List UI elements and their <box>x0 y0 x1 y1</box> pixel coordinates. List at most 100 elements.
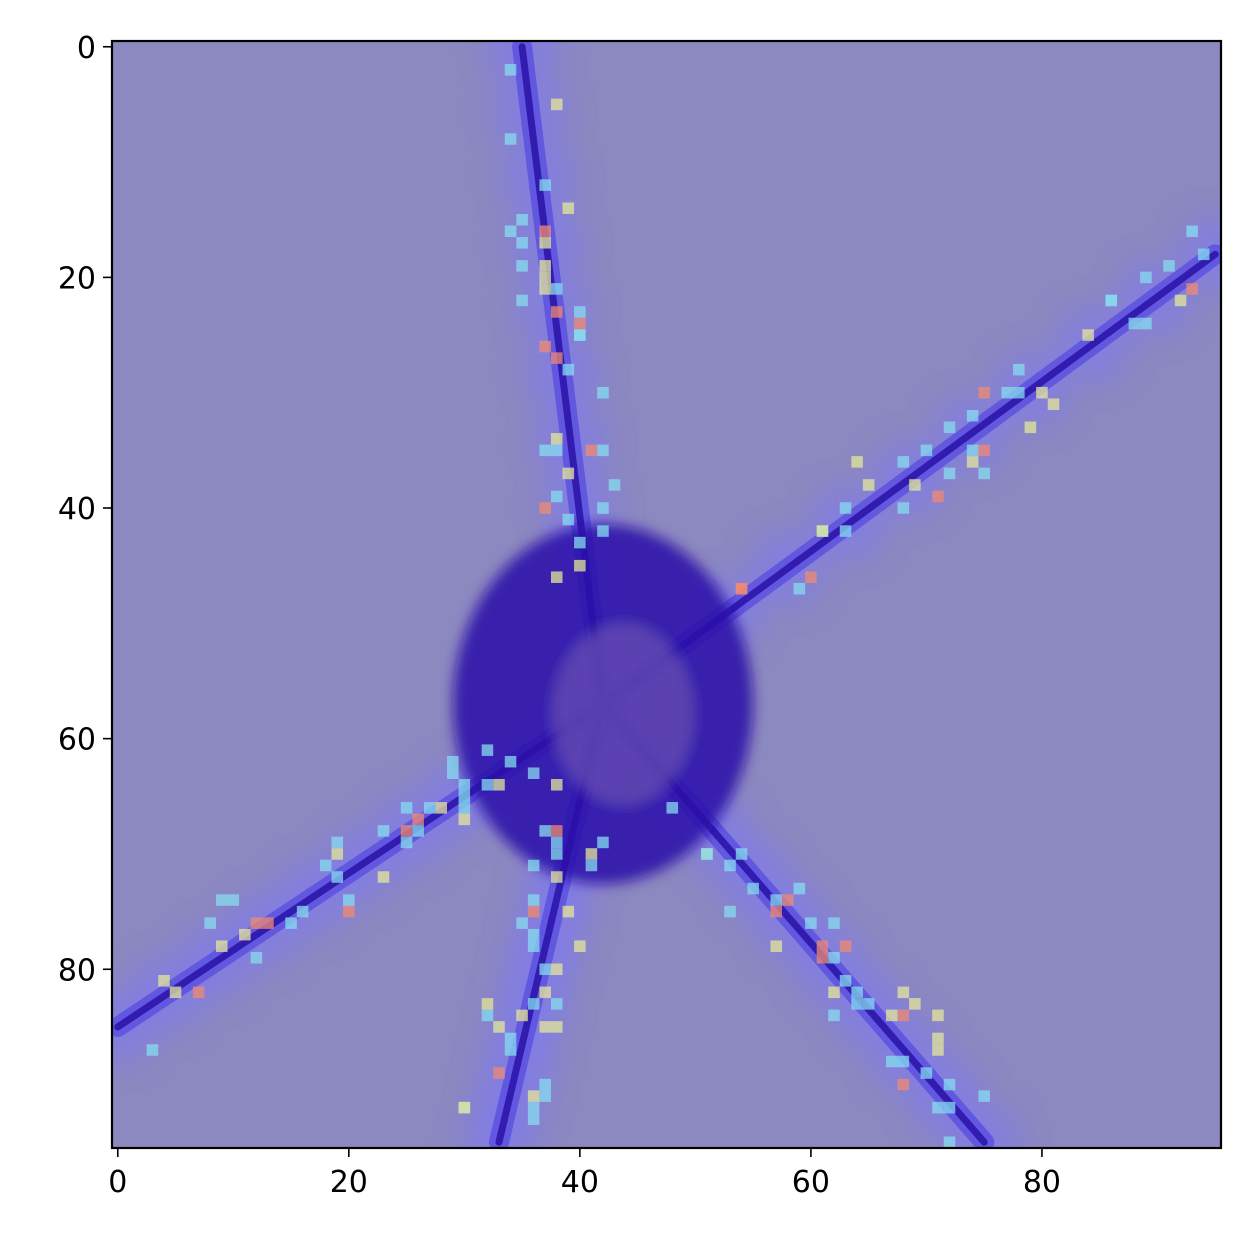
heatmap-pixel <box>343 905 355 918</box>
heatmap-pixel <box>770 894 783 906</box>
heatmap-pixel <box>539 986 551 999</box>
heatmap-pixel <box>932 490 944 503</box>
heatmap-pixel <box>527 1090 540 1102</box>
heatmap-pixel <box>250 951 263 964</box>
heatmap-pixel <box>550 444 563 457</box>
heatmap-pixel <box>851 456 863 468</box>
heatmap-pixel <box>966 444 979 457</box>
heatmap-pixel <box>943 1101 956 1114</box>
heatmap-pixel <box>482 1148 494 1160</box>
heatmap-pixel <box>493 1067 505 1079</box>
heatmap-pixel <box>493 779 505 791</box>
heatmap-pixel <box>504 1032 517 1045</box>
heatmap-pixel <box>516 237 528 249</box>
heatmap-pixel <box>447 755 459 768</box>
heatmap-pixel <box>539 502 551 514</box>
heatmap-pixel <box>539 1090 551 1102</box>
heatmap-pixel <box>1024 421 1037 434</box>
heatmap-pixel <box>481 779 494 791</box>
cell-body <box>452 524 753 885</box>
heatmap-pixel <box>932 1009 944 1022</box>
heatmap-pixel <box>481 998 494 1010</box>
heatmap-pixel <box>978 444 990 457</box>
heatmap-pixel <box>539 260 551 272</box>
heatmap-pixel <box>215 894 228 906</box>
cell-nucleus <box>552 624 693 805</box>
heatmap-pixel <box>597 836 609 849</box>
heatmap-pixel <box>550 352 563 364</box>
heatmap-pixel <box>574 317 586 330</box>
heatmap-pixel <box>932 1101 944 1114</box>
heatmap-pixel <box>851 998 863 1010</box>
y-tick-label: 40 <box>58 492 96 527</box>
heatmap-pixel <box>747 882 759 895</box>
heatmap-pixel <box>897 1055 910 1068</box>
plot-area <box>112 41 1221 1160</box>
heatmap-pixel <box>978 386 990 399</box>
heatmap-pixel <box>435 802 448 814</box>
heatmap-pixel <box>377 825 390 837</box>
x-tick-label: 20 <box>330 1165 368 1200</box>
heatmap-pixel <box>562 905 575 918</box>
heatmap-pixel <box>504 133 517 145</box>
heatmap-pixel <box>550 433 563 445</box>
heatmap-pixel <box>574 536 586 549</box>
heatmap-pixel <box>550 283 563 295</box>
heatmap-pixel <box>539 283 551 295</box>
heatmap-pixel <box>516 260 528 272</box>
heatmap-pixel <box>412 813 424 826</box>
heatmap-pixel <box>909 479 921 491</box>
heatmap-pixel <box>909 998 921 1010</box>
heatmap-pixel <box>1047 398 1060 410</box>
heatmap-pixel <box>562 363 575 376</box>
heatmap-pixel <box>597 386 609 399</box>
heatmap-pixel <box>851 986 863 999</box>
heatmap-pixel <box>816 525 829 537</box>
heatmap-pixel <box>458 790 471 803</box>
heatmap-pixel <box>770 940 783 952</box>
heatmap-pixel <box>574 940 586 952</box>
heatmap-pixel <box>412 825 424 837</box>
heatmap-pixel <box>805 917 817 929</box>
y-tick-label: 20 <box>58 261 96 296</box>
heatmap-pixel <box>1013 363 1025 376</box>
heatmap-pixel <box>550 1021 563 1033</box>
heatmap-pixel <box>574 329 586 341</box>
heatmap-pixel <box>1197 248 1210 261</box>
heatmap-pixels <box>146 64 1210 1160</box>
heatmap-pixel <box>539 1078 551 1091</box>
heatmap-pixel <box>885 1055 898 1068</box>
y-tick-label: 0 <box>77 31 96 66</box>
heatmap-pixel <box>943 421 956 434</box>
y-tick-label: 60 <box>58 723 96 758</box>
heatmap-pixel <box>262 917 274 929</box>
heatmap-pixel <box>447 767 459 779</box>
y-tick-label: 80 <box>58 953 96 988</box>
heatmap-pixel <box>539 237 551 249</box>
heatmap-pixel <box>920 1067 933 1079</box>
heatmap-pixel <box>897 502 910 514</box>
heatmap-pixel <box>296 905 309 918</box>
heatmap-pixel <box>400 802 413 814</box>
heatmap-pixel <box>932 1044 944 1056</box>
heatmap-pixel <box>816 940 829 952</box>
heatmap-pixel <box>1174 294 1187 307</box>
heatmap-pixel <box>862 998 875 1010</box>
heatmap-pixel <box>1082 329 1094 341</box>
heatmap-pixel <box>885 1009 898 1022</box>
heatmap-pixel <box>550 998 563 1010</box>
heatmap-pixel <box>943 1136 956 1148</box>
heatmap-pixel <box>724 859 736 872</box>
heatmap-pixel <box>828 951 840 964</box>
heatmap-pixel <box>331 848 344 860</box>
heatmap-pixel <box>481 1009 494 1022</box>
heatmap-pixel <box>527 767 540 779</box>
heatmap-pixel <box>319 859 332 872</box>
heatmap-pixel <box>550 306 563 318</box>
heatmap-pixel <box>550 825 563 837</box>
heatmap-pixel <box>1140 271 1152 284</box>
heatmap-pixel <box>805 571 817 583</box>
heatmap-pixel <box>828 986 840 999</box>
heatmap-pixel <box>897 1078 910 1091</box>
heatmap-pixel <box>239 928 251 941</box>
